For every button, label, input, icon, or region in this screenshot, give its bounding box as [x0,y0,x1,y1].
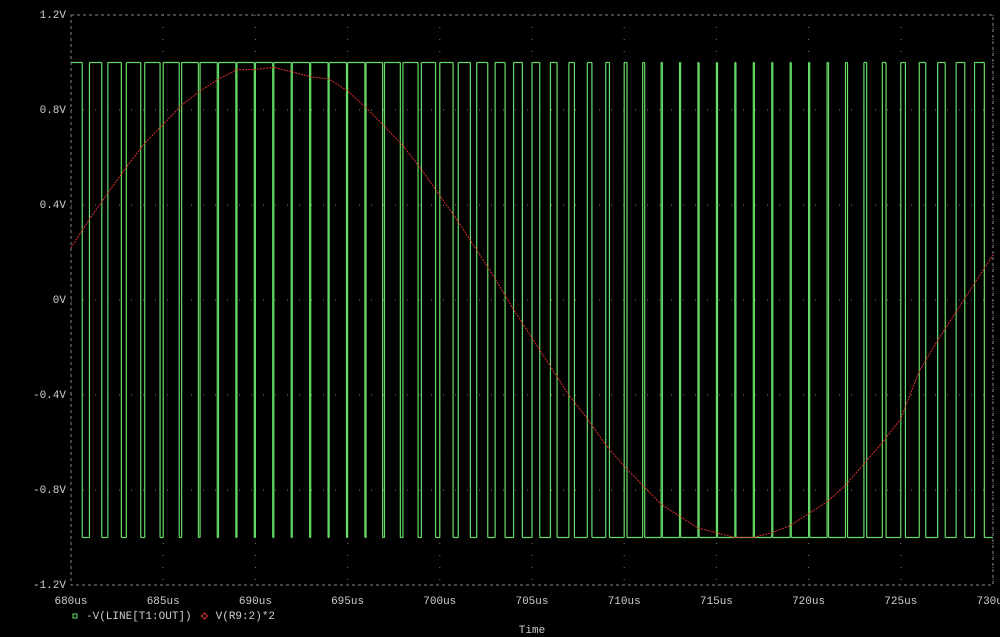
legend-marker [200,612,209,620]
x-tick-label: 705us [515,596,548,608]
y-tick-label: 0.4V [40,200,67,212]
x-tick-label: 680us [54,596,87,608]
trace [70,66,994,538]
y-tick-label: 0.8V [40,105,67,117]
x-tick-label: 720us [792,596,825,608]
x-tick-label: 710us [608,596,641,608]
plot-frame [70,14,994,586]
x-tick-label: 725us [884,596,917,608]
y-tick-label: -0.4V [33,390,66,402]
y-tick-label: 1.2V [40,10,67,22]
legend-label: -V(LINE[T1:OUT]) [86,611,192,623]
x-tick-label: 730us [976,596,1000,608]
y-tick-label: 0V [53,295,67,307]
x-tick-label: 715us [700,596,733,608]
x-tick-label: 695us [331,596,364,608]
legend-marker [72,613,78,619]
x-tick-label: 690us [239,596,272,608]
legend-label: V(R9:2)*2 [216,611,275,623]
y-tick-label: -0.8V [33,485,66,497]
x-axis-label: Time [519,625,545,637]
x-tick-label: 700us [423,596,456,608]
y-tick-label: -1.2V [33,580,66,592]
x-tick-label: 685us [147,596,180,608]
